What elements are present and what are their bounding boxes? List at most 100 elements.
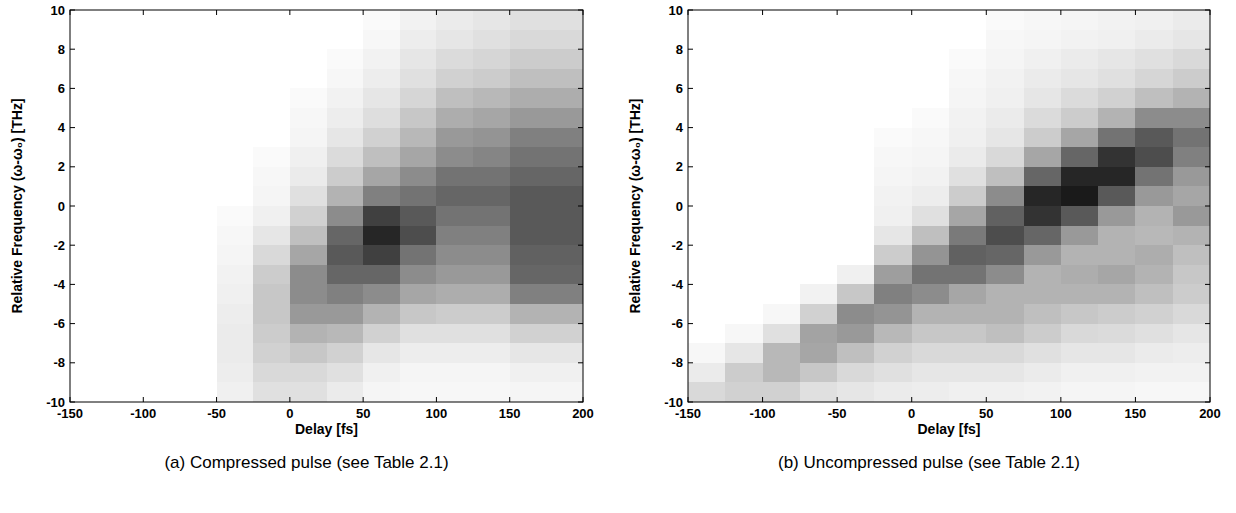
heatmap-cell bbox=[290, 108, 327, 128]
heatmap-cell bbox=[253, 167, 290, 187]
heatmap-cell bbox=[949, 69, 987, 89]
heatmap-cell bbox=[763, 363, 801, 383]
heatmap-cell bbox=[874, 10, 912, 30]
heatmap-cell bbox=[70, 324, 107, 344]
heatmap-cell bbox=[912, 88, 950, 108]
heatmap-cell bbox=[363, 88, 400, 108]
heatmap-cell bbox=[70, 49, 107, 69]
heatmap-cell bbox=[546, 382, 583, 402]
heatmap-cell bbox=[290, 265, 327, 285]
heatmap-cell bbox=[70, 245, 107, 265]
heatmap-cell bbox=[363, 382, 400, 402]
heatmap-cell bbox=[1098, 147, 1136, 167]
x-tick bbox=[583, 397, 584, 402]
heatmap-cell bbox=[217, 363, 254, 383]
heatmap-cell bbox=[1135, 324, 1173, 344]
x-tick bbox=[363, 397, 364, 402]
x-tick bbox=[1060, 10, 1061, 15]
heatmap-cell bbox=[473, 304, 510, 324]
heatmap-cell bbox=[143, 186, 180, 206]
heatmap-cell bbox=[436, 147, 473, 167]
y-tick-label: 0 bbox=[676, 199, 683, 214]
heatmap-cell bbox=[510, 284, 547, 304]
heatmap-cell bbox=[70, 265, 107, 285]
y-tick-label: -6 bbox=[671, 316, 683, 331]
heatmap-cell bbox=[327, 69, 364, 89]
heatmap-cell bbox=[912, 147, 950, 167]
heatmap-cell bbox=[949, 49, 987, 69]
heatmap-cell bbox=[473, 30, 510, 50]
y-axis-title: Relative Frequency (ω-ω₀) [THz] bbox=[627, 98, 643, 313]
heatmap-cell bbox=[912, 186, 950, 206]
heatmap-cell bbox=[1061, 186, 1099, 206]
heatmap-cell bbox=[107, 147, 144, 167]
y-axis-title: Relative Frequency (ω-ω₀) [THz] bbox=[9, 98, 25, 313]
heatmap-cell bbox=[290, 324, 327, 344]
heatmap-cell bbox=[180, 226, 217, 246]
heatmap-cell bbox=[400, 88, 437, 108]
heatmap-cell bbox=[874, 88, 912, 108]
heatmap-cell bbox=[217, 304, 254, 324]
heatmap-cell bbox=[436, 10, 473, 30]
heatmap-cell bbox=[1024, 304, 1062, 324]
heatmap-cell bbox=[986, 186, 1024, 206]
heatmap-cell bbox=[688, 186, 726, 206]
heatmap-cell bbox=[217, 284, 254, 304]
y-tick bbox=[688, 362, 693, 363]
x-tick bbox=[1210, 10, 1211, 15]
heatmap-cell bbox=[70, 206, 107, 226]
heatmap-cell bbox=[546, 265, 583, 285]
y-tick bbox=[70, 284, 75, 285]
heatmap-cell bbox=[253, 147, 290, 167]
heatmap-cell bbox=[546, 10, 583, 30]
x-tick bbox=[986, 397, 987, 402]
heatmap-cell bbox=[70, 363, 107, 383]
x-tick-label: 150 bbox=[499, 406, 521, 421]
heatmap-cell bbox=[1135, 108, 1173, 128]
heatmap-cell bbox=[1173, 10, 1210, 30]
heatmap-cell bbox=[986, 363, 1024, 383]
heatmap-cell bbox=[70, 186, 107, 206]
heatmap-cell bbox=[688, 245, 726, 265]
heatmap-cell bbox=[1173, 69, 1210, 89]
heatmap-cell bbox=[986, 324, 1024, 344]
heatmap-cell bbox=[546, 324, 583, 344]
x-tick bbox=[762, 397, 763, 402]
heatmap-cell bbox=[70, 343, 107, 363]
heatmap-cell bbox=[217, 69, 254, 89]
heatmap-cell bbox=[510, 88, 547, 108]
heatmap-cell bbox=[1135, 343, 1173, 363]
y-tick bbox=[1205, 245, 1210, 246]
heatmap-cell bbox=[327, 49, 364, 69]
heatmap-cell bbox=[546, 88, 583, 108]
heatmap-cell bbox=[763, 265, 801, 285]
heatmap-cell bbox=[436, 284, 473, 304]
heatmap-cell bbox=[217, 382, 254, 402]
heatmap-cell bbox=[800, 206, 838, 226]
heatmap-cell bbox=[290, 30, 327, 50]
heatmap-cell bbox=[837, 108, 875, 128]
x-tick bbox=[143, 10, 144, 15]
heatmap-cell bbox=[436, 88, 473, 108]
heatmap-cell bbox=[725, 226, 763, 246]
heatmap-cell bbox=[986, 245, 1024, 265]
heatmap-cell bbox=[837, 324, 875, 344]
heatmap-cell bbox=[1024, 206, 1062, 226]
heatmap-cell bbox=[986, 382, 1024, 402]
heatmap-cell bbox=[874, 382, 912, 402]
heatmap-cell bbox=[763, 49, 801, 69]
heatmap-cell bbox=[725, 284, 763, 304]
y-tick-label: 8 bbox=[676, 42, 683, 57]
heatmap-cell bbox=[1135, 186, 1173, 206]
heatmap-cell bbox=[400, 128, 437, 148]
heatmap-cell bbox=[436, 128, 473, 148]
heatmap-cell bbox=[363, 206, 400, 226]
heatmap-cell bbox=[725, 265, 763, 285]
heatmap-cell bbox=[400, 363, 437, 383]
heatmap-cell bbox=[1024, 186, 1062, 206]
heatmap-cell bbox=[1135, 226, 1173, 246]
heatmap-cell bbox=[253, 88, 290, 108]
heatmap-cell bbox=[949, 324, 987, 344]
y-tick bbox=[578, 245, 583, 246]
heatmap-cell bbox=[143, 363, 180, 383]
